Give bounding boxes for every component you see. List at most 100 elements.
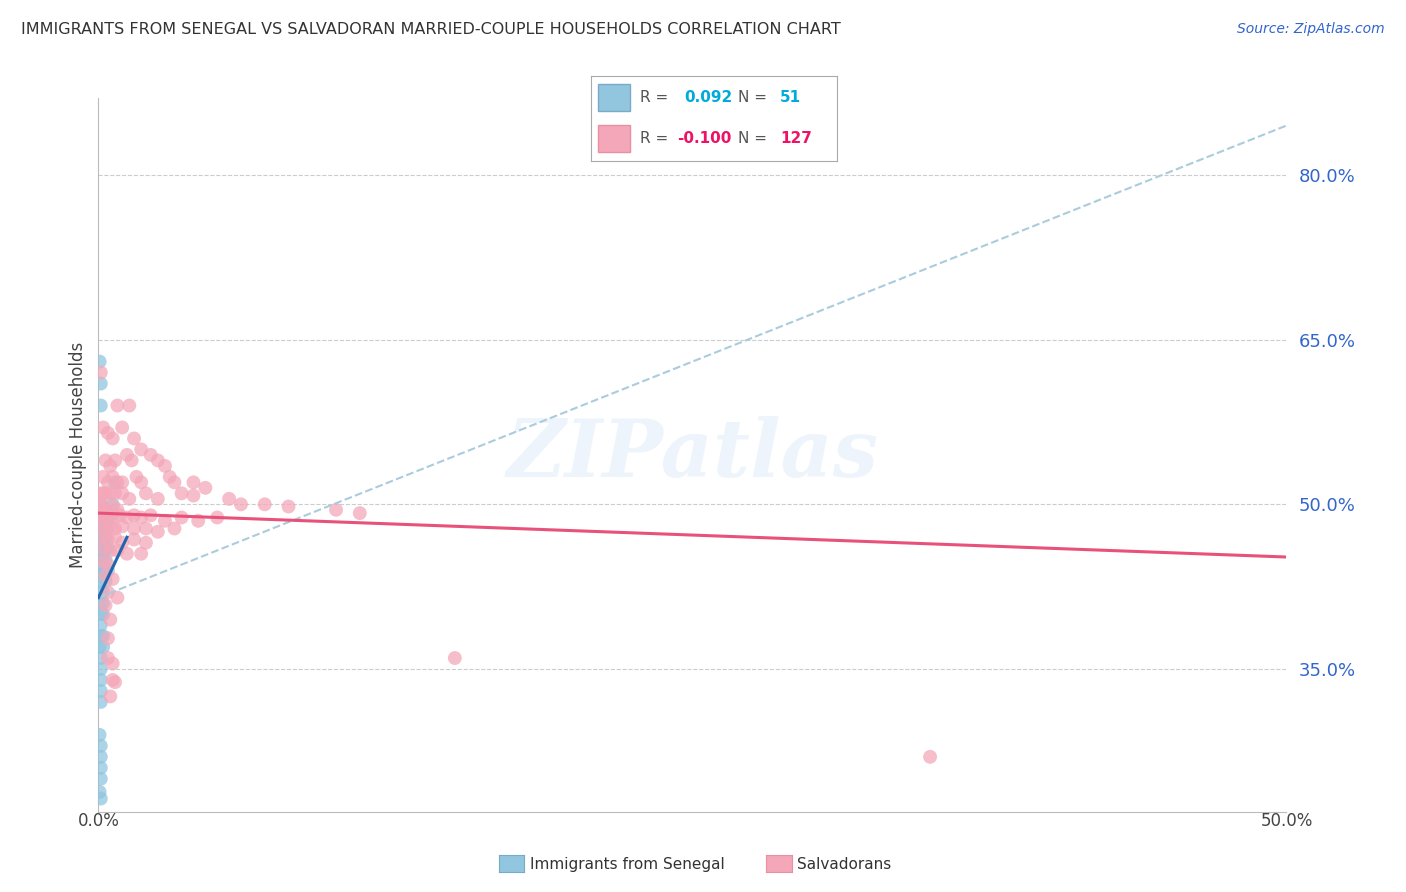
Point	[89, 354, 111, 368]
Point	[194, 481, 217, 495]
Text: IMMIGRANTS FROM SENEGAL VS SALVADORAN MARRIED-COUPLE HOUSEHOLDS CORRELATION CHAR: IMMIGRANTS FROM SENEGAL VS SALVADORAN MA…	[21, 22, 841, 37]
Point	[101, 500, 124, 514]
Point	[107, 475, 129, 490]
Text: 0.092: 0.092	[685, 90, 733, 105]
Point	[90, 791, 112, 805]
Point	[139, 448, 162, 462]
Point	[153, 458, 176, 473]
Point	[91, 554, 114, 568]
Point	[89, 785, 111, 799]
Point	[97, 519, 120, 533]
Point	[89, 563, 111, 577]
Point	[104, 675, 127, 690]
Text: Immigrants from Senegal: Immigrants from Senegal	[530, 857, 725, 871]
Point	[111, 420, 134, 434]
Point	[90, 629, 112, 643]
Point	[107, 543, 129, 558]
Point	[91, 535, 114, 549]
Point	[139, 508, 162, 523]
Point	[91, 524, 114, 539]
Point	[107, 503, 129, 517]
Point	[90, 366, 112, 380]
Point	[91, 470, 114, 484]
Point	[94, 599, 117, 613]
Point	[89, 640, 111, 654]
Point	[97, 533, 120, 547]
Text: 127: 127	[780, 130, 811, 145]
Point	[135, 486, 157, 500]
Point	[90, 376, 112, 391]
Point	[90, 497, 112, 511]
Point	[129, 442, 152, 457]
Point	[90, 574, 112, 589]
Point	[90, 486, 112, 500]
Point	[90, 530, 112, 544]
Text: ZIPatlas: ZIPatlas	[506, 417, 879, 493]
Point	[91, 552, 114, 566]
Point	[94, 568, 117, 582]
Point	[91, 596, 114, 610]
Point	[89, 514, 111, 528]
Point	[111, 475, 134, 490]
Point	[97, 632, 120, 646]
Point	[129, 475, 152, 490]
Point	[90, 585, 112, 599]
Point	[91, 420, 114, 434]
Point	[122, 508, 145, 523]
Point	[91, 585, 114, 599]
Point	[129, 547, 152, 561]
Point	[91, 640, 114, 654]
Point	[115, 547, 138, 561]
Point	[90, 607, 112, 621]
Point	[90, 618, 112, 632]
Point	[90, 695, 112, 709]
Text: -0.100: -0.100	[676, 130, 731, 145]
Text: N =: N =	[738, 90, 768, 105]
Y-axis label: Married-couple Households: Married-couple Households	[69, 342, 87, 568]
Point	[91, 541, 114, 556]
Point	[90, 552, 112, 566]
Point	[91, 563, 114, 577]
Point	[111, 535, 134, 549]
Point	[91, 629, 114, 643]
Point	[90, 673, 112, 687]
Point	[91, 607, 114, 621]
Point	[90, 399, 112, 413]
Point	[118, 491, 141, 506]
Point	[97, 651, 120, 665]
Point	[187, 514, 209, 528]
Point	[98, 458, 121, 473]
Point	[146, 524, 169, 539]
Point	[218, 491, 240, 506]
Point	[98, 543, 121, 558]
Point	[91, 510, 114, 524]
Point	[115, 448, 138, 462]
Point	[97, 585, 120, 599]
Point	[90, 541, 112, 556]
Point	[122, 521, 145, 535]
Point	[121, 453, 143, 467]
Point	[135, 535, 157, 549]
Point	[90, 519, 112, 533]
Point	[349, 506, 371, 520]
Point	[207, 510, 229, 524]
Point	[277, 500, 299, 514]
Point	[129, 510, 152, 524]
Point	[115, 510, 138, 524]
Point	[111, 486, 134, 500]
Point	[118, 399, 141, 413]
Point	[94, 521, 117, 535]
Point	[90, 739, 112, 753]
Text: Salvadorans: Salvadorans	[797, 857, 891, 871]
Point	[122, 533, 145, 547]
Point	[90, 662, 112, 676]
Point	[101, 432, 124, 446]
Point	[153, 514, 176, 528]
Point	[122, 432, 145, 446]
Point	[98, 613, 121, 627]
Point	[89, 728, 111, 742]
Point	[90, 684, 112, 698]
Point	[183, 475, 205, 490]
Point	[325, 503, 347, 517]
Point	[104, 475, 127, 490]
